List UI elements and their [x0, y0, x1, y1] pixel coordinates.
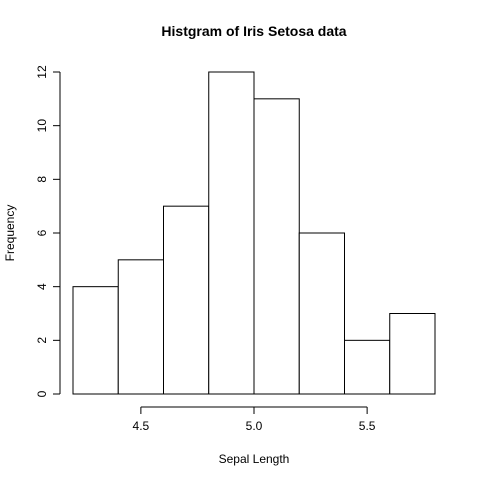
x-tick-label: 5.5	[359, 419, 376, 433]
y-tick-label: 6	[35, 229, 49, 236]
y-tick-label: 10	[35, 119, 49, 133]
y-axis-label: Frequency	[3, 205, 17, 262]
chart-title: Histgram of Iris Setosa data	[161, 23, 346, 39]
y-tick-label: 2	[35, 337, 49, 344]
histogram-bar-3	[163, 205, 210, 395]
histogram-bar-7	[344, 339, 391, 395]
histogram-bar-1	[72, 286, 119, 395]
y-tick-label: 12	[35, 65, 49, 79]
bars-group	[72, 71, 436, 395]
y-tick-label: 0	[35, 390, 49, 397]
histogram-bar-5	[253, 98, 300, 395]
histogram-bar-2	[117, 259, 164, 395]
histogram-bar-8	[389, 313, 436, 395]
y-tick-label: 4	[35, 283, 49, 290]
x-axis: 4.5 5.0 5.5	[133, 406, 376, 433]
histogram-bar-6	[298, 232, 345, 395]
y-tick-label: 8	[35, 176, 49, 183]
x-axis-label: Sepal Length	[219, 452, 290, 466]
x-tick-label: 4.5	[133, 419, 150, 433]
histogram-bar-4	[208, 71, 255, 395]
y-axis: 0 2 4 6 8 10 12	[35, 65, 61, 397]
x-tick-label: 5.0	[246, 419, 263, 433]
